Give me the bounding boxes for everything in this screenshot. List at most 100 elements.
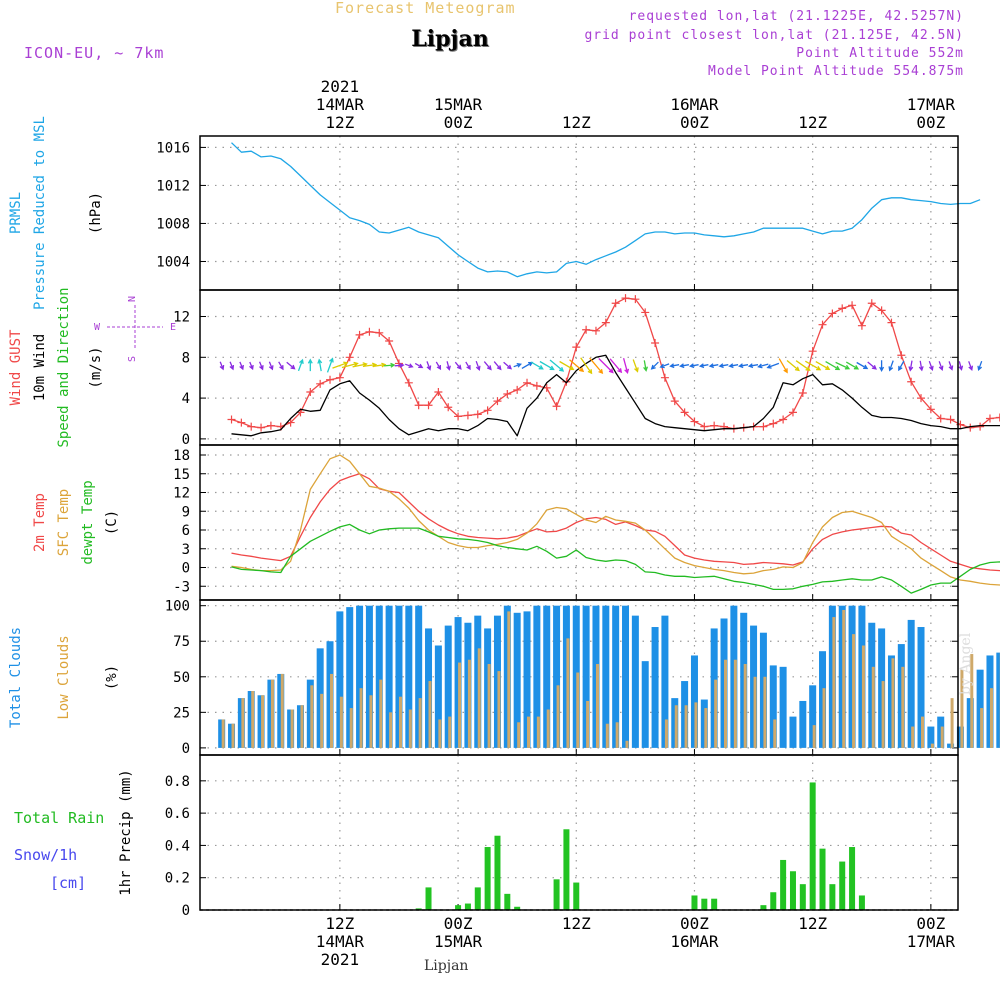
bar-low-clouds: [625, 740, 629, 748]
bar-low-clouds: [261, 695, 265, 748]
bar-total-rain: [760, 905, 767, 910]
panel-wind: 0 4 8 12 N S W E Wind GUST 10m Wind Speed and Dire…: [8, 287, 1000, 448]
wind-arrow: [493, 361, 502, 371]
wind-arrow: [521, 361, 534, 369]
ytick-label: 50: [173, 670, 190, 686]
ytick-label: 0.6: [165, 806, 190, 822]
gust-marker: [493, 397, 502, 406]
bar-total-rain: [691, 895, 698, 910]
wind-arrow: [404, 363, 414, 369]
gust-marker: [385, 336, 394, 345]
bar-low-clouds: [881, 681, 885, 748]
bar-low-clouds: [664, 719, 668, 748]
gust-marker: [867, 299, 876, 308]
bottom-time-label: 16MAR: [670, 932, 719, 951]
bar-low-clouds: [911, 726, 915, 748]
wind-arrow: [219, 361, 225, 371]
wind-arrow: [845, 361, 860, 370]
bar-low-clouds: [930, 743, 934, 748]
gust-marker: [769, 419, 778, 428]
bar-low-clouds: [674, 705, 678, 748]
panel-clouds: 0 25 50 75 100 Total Clouds Low Clouds (%): [8, 599, 1000, 757]
gust-marker: [375, 328, 384, 337]
top-time-label: 15MAR: [434, 95, 483, 114]
ytick-label: 0: [182, 741, 190, 757]
gust-marker: [444, 403, 453, 412]
bar-low-clouds: [704, 708, 708, 748]
bar-low-clouds: [724, 659, 728, 748]
bar-total-clouds: [789, 716, 797, 748]
bar-total-clouds: [779, 666, 787, 748]
bar-low-clouds: [477, 648, 481, 748]
bar-total-clouds: [346, 607, 354, 748]
gust-marker: [631, 295, 640, 304]
ylabel: dewpt Temp: [80, 480, 96, 564]
gust-marker: [690, 417, 699, 426]
bar-total-clouds: [769, 665, 777, 748]
gust-marker: [601, 318, 610, 327]
wind-arrow: [908, 360, 914, 372]
gust-marker: [454, 412, 463, 421]
ytick-label: 0: [182, 903, 190, 919]
wind-arrow: [856, 361, 869, 370]
bar-low-clouds: [980, 708, 984, 748]
panel-frame: [199, 754, 959, 911]
wind-arrow: [938, 361, 944, 371]
gust-marker: [345, 353, 354, 362]
bar-total-clouds: [809, 685, 817, 748]
gust-marker: [414, 401, 423, 410]
wind-arrow: [708, 363, 719, 369]
bar-low-clouds: [527, 716, 531, 748]
bar-low-clouds: [586, 700, 590, 748]
bar-low-clouds: [221, 719, 225, 748]
compass-rose: [107, 305, 163, 349]
wind-arrow: [738, 363, 749, 369]
bar-total-rain: [514, 906, 521, 910]
gust-marker: [641, 308, 650, 317]
top-time-label: 12Z: [562, 113, 591, 132]
gust-marker: [995, 413, 1000, 422]
gust-marker: [227, 415, 236, 424]
gust-marker: [286, 418, 295, 427]
wind-arrow: [879, 360, 885, 372]
wind-arrow: [815, 361, 831, 370]
wind-arrow: [825, 361, 841, 371]
top-time-label: 00Z: [916, 113, 945, 132]
bar-low-clouds: [379, 679, 383, 748]
compass-north: N: [127, 296, 138, 302]
bar-low-clouds: [448, 716, 452, 748]
gust-marker: [877, 306, 886, 315]
gust-marker: [463, 411, 472, 420]
bar-total-rain: [425, 887, 432, 910]
wind-arrow: [669, 363, 680, 369]
top-time-label: 16MAR: [670, 95, 719, 114]
bar-total-rain: [494, 835, 501, 910]
bar-low-clouds: [300, 705, 304, 748]
gust-marker: [907, 377, 916, 386]
ytick-label: 15: [173, 467, 190, 483]
bar-total-rain: [829, 884, 836, 910]
gust-marker: [582, 325, 591, 334]
bar-total-clouds: [690, 655, 698, 748]
ytick-label: 12: [173, 310, 190, 326]
grid-point-location: grid point closest lon,lat (21.125E, 42.…: [584, 28, 964, 43]
ytick-label: 1004: [156, 254, 190, 270]
wind-arrow: [632, 359, 639, 373]
gust-marker: [946, 415, 955, 424]
panel-pressure: 1004 1008 1012 1016 PRMSL Pressure Reduced to…: [8, 116, 981, 310]
bar-low-clouds: [487, 663, 491, 748]
bar-low-clouds: [605, 723, 609, 748]
bar-low-clouds: [714, 679, 718, 748]
bar-total-rain: [849, 847, 856, 910]
bottom-time-label: 12Z: [325, 914, 354, 933]
bar-total-rain: [858, 895, 865, 910]
bar-total-rain: [799, 884, 806, 910]
gust-marker: [306, 387, 315, 396]
ylabel: Speed and Direction: [56, 287, 72, 447]
bar-total-rain: [839, 861, 846, 910]
bar-total-clouds: [622, 605, 630, 748]
bar-low-clouds: [320, 693, 324, 748]
gust-marker: [680, 408, 689, 417]
gust-marker: [404, 378, 413, 387]
